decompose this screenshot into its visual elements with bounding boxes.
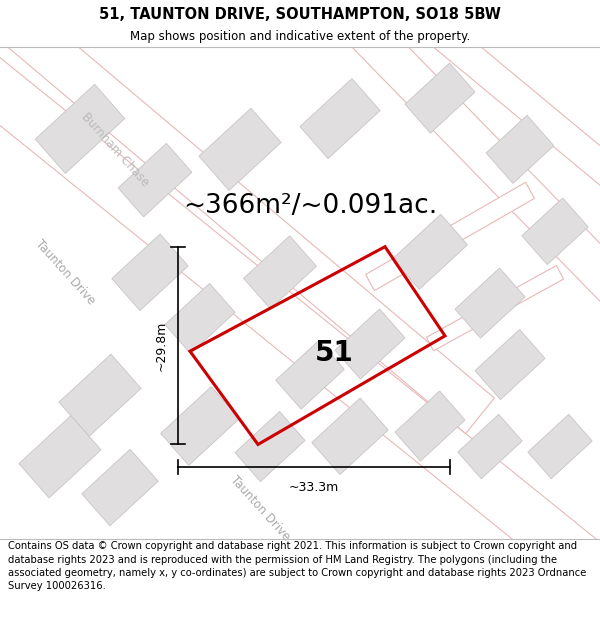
Polygon shape: [35, 84, 125, 173]
Polygon shape: [392, 214, 467, 289]
Polygon shape: [244, 236, 316, 309]
Polygon shape: [0, 0, 494, 434]
Text: ~33.3m: ~33.3m: [289, 481, 339, 494]
Polygon shape: [276, 341, 344, 409]
Polygon shape: [59, 354, 141, 436]
Text: 51: 51: [315, 339, 354, 367]
Polygon shape: [365, 182, 535, 291]
Text: ~366m²/~0.091ac.: ~366m²/~0.091ac.: [183, 192, 437, 219]
Text: 51, TAUNTON DRIVE, SOUTHAMPTON, SO18 5BW: 51, TAUNTON DRIVE, SOUTHAMPTON, SO18 5BW: [99, 6, 501, 21]
Polygon shape: [118, 143, 192, 217]
Text: Contains OS data © Crown copyright and database right 2021. This information is : Contains OS data © Crown copyright and d…: [8, 541, 586, 591]
Polygon shape: [335, 309, 405, 379]
Polygon shape: [528, 414, 592, 479]
Polygon shape: [199, 108, 281, 191]
Polygon shape: [19, 416, 101, 498]
Polygon shape: [458, 414, 522, 479]
Polygon shape: [522, 198, 588, 264]
Polygon shape: [112, 234, 188, 311]
Polygon shape: [82, 449, 158, 526]
Polygon shape: [312, 398, 388, 474]
Polygon shape: [395, 391, 465, 461]
Polygon shape: [165, 283, 235, 354]
Polygon shape: [300, 79, 380, 159]
Text: Burnham Chase: Burnham Chase: [79, 110, 151, 189]
Polygon shape: [410, 4, 600, 202]
Polygon shape: [455, 268, 525, 338]
Polygon shape: [161, 387, 239, 466]
Text: Taunton Drive: Taunton Drive: [227, 473, 292, 543]
Polygon shape: [405, 63, 475, 133]
Text: ~29.8m: ~29.8m: [155, 321, 168, 371]
Text: Taunton Drive: Taunton Drive: [32, 238, 97, 308]
Polygon shape: [235, 411, 305, 482]
Polygon shape: [475, 329, 545, 399]
Text: Map shows position and indicative extent of the property.: Map shows position and indicative extent…: [130, 30, 470, 43]
Polygon shape: [427, 266, 563, 351]
Polygon shape: [0, 46, 600, 621]
Polygon shape: [486, 115, 554, 183]
Polygon shape: [336, 2, 600, 318]
